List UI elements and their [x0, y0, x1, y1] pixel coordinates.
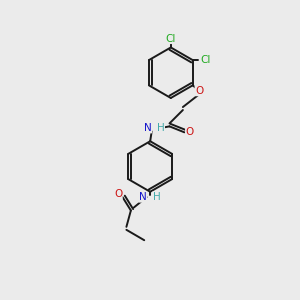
Text: N: N	[139, 192, 147, 202]
Text: H: H	[157, 123, 164, 133]
Text: O: O	[114, 189, 122, 199]
Text: N: N	[144, 123, 152, 133]
Text: Cl: Cl	[200, 55, 210, 65]
Text: O: O	[195, 86, 203, 96]
Text: Cl: Cl	[166, 34, 176, 44]
Text: O: O	[186, 127, 194, 137]
Text: H: H	[153, 192, 160, 202]
